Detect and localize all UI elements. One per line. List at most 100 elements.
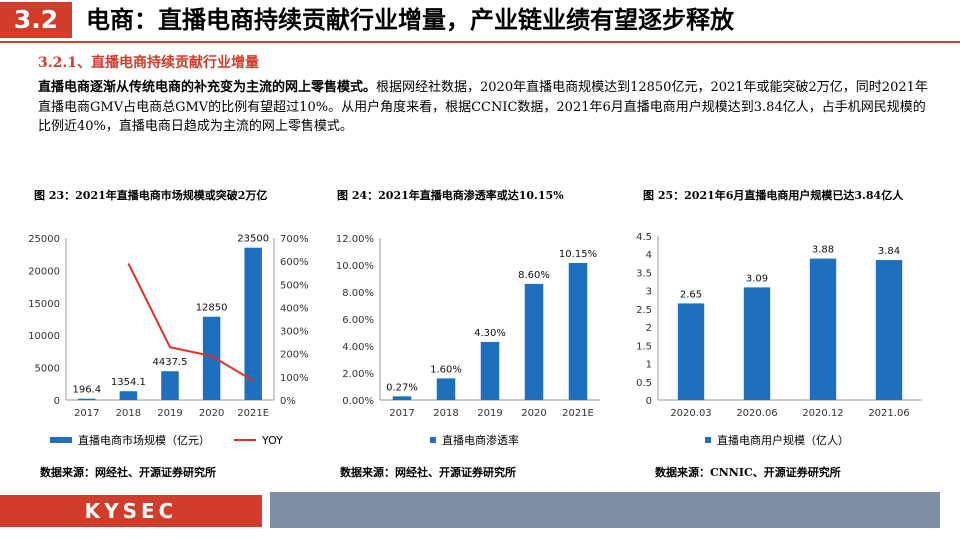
y-tick-label: 20000 bbox=[28, 266, 60, 277]
legend-line-label: YOY bbox=[262, 433, 283, 447]
x-tick-label: 2018 bbox=[433, 408, 458, 419]
y-tick-label: 5000 bbox=[35, 364, 60, 375]
figure-23-source: 数据来源：网经社、开源证券研究所 bbox=[40, 466, 216, 479]
page-title: 电商：直播电商持续贡献行业增量，产业链业绩有望逐步释放 bbox=[86, 5, 734, 34]
legend-bar-swatch bbox=[430, 437, 436, 443]
x-tick-label: 2017 bbox=[74, 408, 99, 419]
bar-2018 bbox=[436, 378, 456, 400]
y2-tick-label: 700% bbox=[280, 234, 309, 245]
data-label: 3.09 bbox=[746, 273, 768, 284]
x-tick-label: 2020.12 bbox=[802, 408, 843, 419]
legend-bar-swatch bbox=[50, 437, 72, 443]
data-label: 196.4 bbox=[72, 385, 101, 396]
bar-2020 bbox=[202, 316, 221, 400]
legend-line-swatch bbox=[234, 439, 256, 441]
data-label: 10.15% bbox=[559, 249, 597, 260]
figure-23-legend: 直播电商市场规模（亿元） YOY bbox=[50, 432, 283, 448]
data-label: 4.30% bbox=[474, 328, 506, 339]
y-tick-label: 4.00% bbox=[342, 342, 374, 353]
legend-bar-swatch bbox=[705, 437, 711, 443]
y-tick-label: 10.00% bbox=[336, 261, 374, 272]
bar-2018 bbox=[119, 391, 138, 400]
x-tick-label: 2020 bbox=[199, 408, 224, 419]
x-tick-label: 2021.06 bbox=[868, 408, 909, 419]
data-label: 0.27% bbox=[386, 382, 418, 393]
section-subheading: 3.2.1、直播电商持续贡献行业增量 bbox=[38, 55, 259, 71]
data-label: 8.60% bbox=[518, 270, 550, 281]
figure-23-title: 图 23：2021年直播电商市场规模或突破2万亿 bbox=[34, 189, 268, 202]
data-label: 1354.1 bbox=[111, 377, 146, 388]
x-tick-label: 2020 bbox=[521, 408, 546, 419]
legend-bar-label: 直播电商市场规模（亿元） bbox=[78, 434, 210, 447]
figure-24-title: 图 24：2021年直播电商渗透率或达10.15% bbox=[337, 189, 564, 202]
y2-tick-label: 100% bbox=[280, 373, 309, 384]
x-tick-label: 2021E bbox=[237, 408, 269, 419]
x-tick-label: 2019 bbox=[477, 408, 502, 419]
y-tick-label: 3 bbox=[646, 287, 652, 298]
bar-2019 bbox=[161, 371, 179, 400]
bar-2020.03 bbox=[677, 303, 705, 400]
y-tick-label: 0.5 bbox=[636, 378, 652, 389]
body-text: 根据网经社数据，2020年直播电商规模达到12850亿元，2021年或能突破2万… bbox=[38, 80, 928, 134]
y-tick-label: 1 bbox=[646, 360, 652, 371]
header: 3.2 电商：直播电商持续贡献行业增量，产业链业绩有望逐步释放 bbox=[0, 0, 960, 40]
y2-tick-label: 400% bbox=[280, 303, 309, 314]
x-tick-label: 2020.03 bbox=[670, 408, 711, 419]
data-label: 3.84 bbox=[878, 246, 900, 257]
bar-2020.06 bbox=[743, 287, 771, 400]
bar-2017 bbox=[78, 398, 96, 400]
footer-bar bbox=[270, 492, 940, 528]
figure-25-source: 数据来源：CNNIC、开源证券研究所 bbox=[655, 466, 841, 479]
y-tick-label: 1.5 bbox=[636, 341, 652, 352]
figure-25-legend: 直播电商用户规模（亿人） bbox=[705, 432, 849, 448]
y-tick-label: 2.00% bbox=[342, 369, 374, 380]
y-tick-label: 8.00% bbox=[342, 288, 374, 299]
data-label: 23500 bbox=[237, 234, 269, 245]
figure-24-source: 数据来源：网经社、开源证券研究所 bbox=[340, 466, 516, 479]
bar-2021E bbox=[244, 247, 262, 400]
market-size-chart: 0 5000 10000 15000 20000 25000 0% 100% 200% 300% 4… bbox=[28, 234, 309, 419]
figure-24-legend: 直播电商渗透率 bbox=[430, 432, 519, 448]
y-tick-label: 6.00% bbox=[342, 315, 374, 326]
kysec-logo: KYSEC bbox=[0, 495, 262, 527]
x-tick-label: 2021E bbox=[562, 408, 594, 419]
y2-tick-label: 200% bbox=[280, 350, 309, 361]
penetration-chart: 0.00% 2.00% 4.00% 6.00% 8.00% 10.00% 12.00% 0.2… bbox=[336, 234, 600, 419]
bar-2020 bbox=[524, 283, 544, 400]
data-label: 1.60% bbox=[430, 364, 462, 375]
y-tick-label: 0 bbox=[54, 396, 60, 407]
y-tick-label: 3.5 bbox=[636, 268, 652, 279]
y-tick-label: 10000 bbox=[28, 331, 60, 342]
y2-tick-label: 500% bbox=[280, 280, 309, 291]
bar-2020.12 bbox=[809, 258, 837, 400]
data-label: 12850 bbox=[196, 303, 228, 314]
header-divider bbox=[0, 41, 960, 43]
x-tick-label: 2017 bbox=[389, 408, 414, 419]
figure-25-title: 图 25：2021年6月直播电商用户规模已达3.84亿人 bbox=[643, 189, 904, 202]
user-scale-chart: 0 0.5 1 1.5 2 2.5 3 3.5 4 4.5 2.65 2020.03 3.09 2020.… bbox=[636, 232, 922, 419]
y-tick-label: 0.00% bbox=[342, 396, 374, 407]
yoy-line bbox=[127, 263, 254, 382]
data-label: 4437.5 bbox=[153, 357, 188, 368]
bar-2021E bbox=[568, 262, 588, 400]
y-tick-label: 4.5 bbox=[636, 232, 652, 243]
y-tick-label: 0 bbox=[646, 396, 652, 407]
bar-2019 bbox=[480, 341, 500, 400]
y-tick-label: 25000 bbox=[28, 234, 60, 245]
body-paragraph: 直播电商逐渐从传统电商的补充变为主流的网上零售模式。根据网经社数据，2020年直… bbox=[38, 78, 938, 137]
section-number-badge: 3.2 bbox=[0, 2, 72, 38]
body-lead: 直播电商逐渐从传统电商的补充变为主流的网上零售模式。 bbox=[38, 80, 377, 95]
x-tick-label: 2020.06 bbox=[736, 408, 777, 419]
y2-tick-label: 0% bbox=[280, 396, 296, 407]
bar-2021.06 bbox=[875, 260, 903, 400]
legend-bar-label: 直播电商用户规模（亿人） bbox=[717, 434, 849, 447]
legend-bar-label: 直播电商渗透率 bbox=[442, 434, 519, 447]
y-tick-label: 15000 bbox=[28, 299, 60, 310]
y2-tick-label: 300% bbox=[280, 327, 309, 338]
x-tick-label: 2019 bbox=[157, 408, 182, 419]
bar-2017 bbox=[392, 396, 412, 400]
y-tick-label: 12.00% bbox=[336, 234, 374, 245]
y2-tick-label: 600% bbox=[280, 257, 309, 268]
x-tick-label: 2018 bbox=[116, 408, 141, 419]
data-label: 3.88 bbox=[812, 245, 834, 256]
